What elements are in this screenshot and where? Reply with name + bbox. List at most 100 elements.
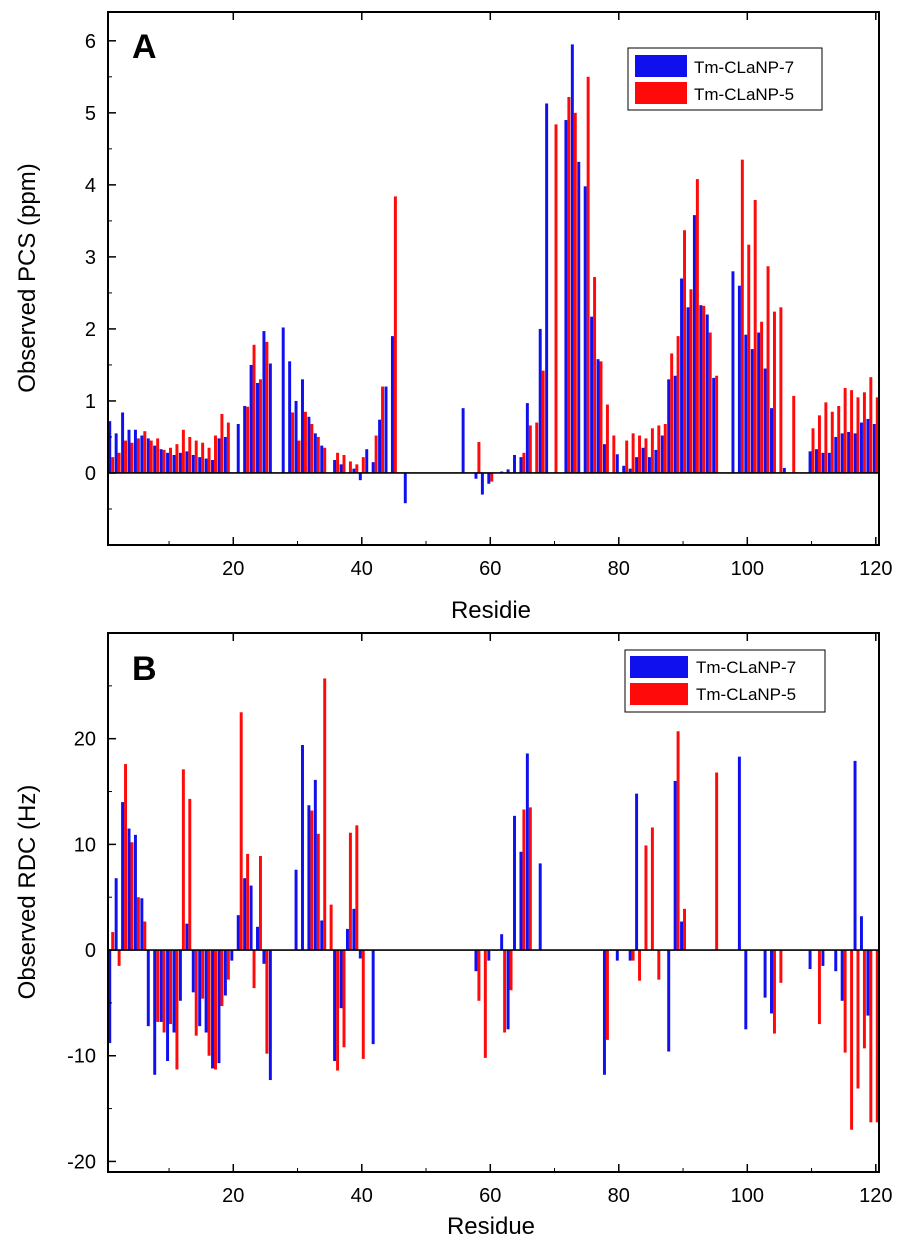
panel-a-axes: 20 40 60 80 100 120 0 1 2 3 4 5 6 [85,11,892,580]
panel-a-bar-tm-clanp-5-res-75 [586,76,590,473]
panel-b-bar-tm-clanp-5-res-22 [246,853,250,951]
panel-b-bar-tm-clanp-7-res-83 [635,793,639,951]
panel-a-legend-swatch-tm-clanp-5 [635,82,687,104]
panel-a-bar-tm-clanp-7-res-106 [782,467,786,473]
panel-a-bar-tm-clanp-7-res-32 [307,416,311,473]
panel-b-bar-tm-clanp-7-res-65 [519,851,523,951]
panel-b-bar-tm-clanp-7-res-33 [313,779,317,951]
panel-a-bar-tm-clanp-7-res-82 [628,468,632,473]
panel-a-bar-tm-clanp-5-res-115 [843,387,847,473]
panel-b-bar-tm-clanp-5-res-3 [124,764,128,951]
panel-a-bar-tm-clanp-5-res-8 [156,438,160,473]
panel-b-bar-tm-clanp-5-res-82 [631,950,635,961]
panel-b-bar-tm-clanp-7-res-64 [513,815,516,951]
panel-a-bar-tm-clanp-7-res-98 [731,271,735,473]
panel-a-bar-tm-clanp-5-res-73 [573,112,577,473]
panel-a-bar-tm-clanp-7-res-9 [159,449,163,473]
panel-b-bar-tm-clanp-7-res-99 [737,756,741,951]
panel-a-bar-tm-clanp-5-res-81 [625,440,629,473]
panel-b-bar-tm-clanp-5-res-24 [258,856,262,951]
panel-b-bar-tm-clanp-7-res-5 [133,834,137,951]
panel-b-bar-tm-clanp-7-res-2 [114,878,118,951]
panel-a-bar-tm-clanp-7-res-6 [140,435,144,473]
panel-a-bar-tm-clanp-5-res-85 [650,428,654,473]
panel-a-legend-label-tm-clanp-7: Tm-CLaNP-7 [694,58,794,77]
panel-b-bar-tm-clanp-7-res-8 [153,950,157,1075]
panel-a-bar-tm-clanp-5-res-12 [181,429,185,473]
panel-b-bar-tm-clanp-5-res-36 [336,950,340,1071]
panel-a-bar-tm-clanp-5-res-110 [811,428,815,473]
panel-a-series-tm-clanp-5-bars [111,76,879,482]
panel-a-bar-tm-clanp-7-res-58 [474,472,478,479]
panel-b-bar-tm-clanp-7-res-119 [866,950,870,1016]
panel-a-bar-tm-clanp-7-res-63 [506,469,510,473]
panel-a-bar-tm-clanp-5-res-76 [593,277,597,473]
panel-a-bar-tm-clanp-7-res-81 [622,465,626,473]
panel-a-bar-tm-clanp-5-res-119 [869,377,873,473]
panel-b-bar-tm-clanp-5-res-86 [657,950,661,980]
panel-a-bar-tm-clanp-7-res-5 [133,429,137,473]
panel-a-bar-tm-clanp-7-res-42 [371,462,375,473]
panel-a-bar-tm-clanp-5-res-42 [374,435,378,473]
panel-a-bar-tm-clanp-5-res-86 [657,425,661,473]
panel-a-bar-tm-clanp-5-res-79 [612,435,616,473]
panel-b-x-tick-label-60: 60 [479,1185,501,1207]
panel-a-bar-tm-clanp-7-res-68 [538,328,542,473]
panel-b-plot-frame [107,632,880,1173]
panel-b-bar-tm-clanp-5-res-118 [862,950,866,1049]
panel-a-bar-tm-clanp-5-res-5 [136,438,140,473]
panel-a-bar-tm-clanp-7-res-36 [333,460,337,473]
panel-b-rdc-chart: 20 40 60 80 100 120 -20 -10 0 10 20 B Tm-CLaNP-7 T… [14,632,892,1240]
panel-a-bar-tm-clanp-5-res-102 [760,321,764,473]
panel-b-bar-tm-clanp-5-res-40 [361,950,365,1059]
panel-a-y-tick-label-4: 4 [85,175,96,197]
panel-a-bar-tm-clanp-5-res-116 [850,390,854,473]
panel-a-bar-tm-clanp-5-res-4 [130,442,134,473]
panel-b-bar-tm-clanp-7-res-114 [834,950,838,972]
panel-a-bar-tm-clanp-5-res-10 [169,447,172,473]
panel-b-legend-swatch-tm-clanp-5 [630,683,688,705]
panel-b-axes: 20 40 60 80 100 120 -20 -10 0 10 20 [67,632,892,1207]
panel-b-bar-tm-clanp-7-res-17 [211,950,215,1069]
panel-b-bar-tm-clanp-5-res-66 [528,807,532,951]
panel-a-bar-tm-clanp-5-res-78 [605,404,609,473]
panel-b-bar-tm-clanp-7-res-24 [256,926,259,951]
panel-a-bar-tm-clanp-5-res-68 [541,370,545,473]
panel-a-bar-tm-clanp-7-res-76 [590,316,594,473]
panel-a-bar-tm-clanp-7-res-39 [352,468,356,473]
panel-b-legend-swatch-tm-clanp-7 [630,656,688,678]
panel-a-bar-tm-clanp-5-res-36 [336,452,340,473]
panel-a-bar-tm-clanp-7-res-66 [525,403,529,473]
panel-a-bar-tm-clanp-7-res-87 [660,435,664,473]
panel-a-bar-tm-clanp-5-res-7 [149,440,153,473]
panel-b-bar-tm-clanp-7-res-112 [821,950,825,966]
panel-b-bar-tm-clanp-7-res-25 [262,950,266,964]
panel-b-bar-tm-clanp-7-res-18 [217,950,221,1064]
panel-a-y-tick-label-2: 2 [85,319,96,341]
panel-b-bar-tm-clanp-7-res-80 [615,950,619,961]
panel-a-bar-tm-clanp-5-res-65 [522,452,526,473]
panel-a-bar-tm-clanp-5-res-40 [361,457,365,473]
panel-b-bar-tm-clanp-5-res-15 [201,950,205,999]
panel-a-bar-tm-clanp-5-res-112 [824,402,828,473]
panel-a-bar-tm-clanp-5-res-83 [638,435,642,473]
panel-a-bar-tm-clanp-5-res-103 [766,266,770,473]
panel-b-bar-tm-clanp-7-res-3 [121,802,125,951]
panel-a-bar-tm-clanp-7-res-74 [577,161,581,473]
panel-b-x-tick-label-40: 40 [351,1185,373,1207]
panel-b-bar-tm-clanp-7-res-68 [538,863,542,951]
panel-b-bar-tm-clanp-7-res-11 [172,950,176,1033]
panel-b-y-tick-label-20: 20 [74,729,96,751]
panel-a-bar-tm-clanp-5-res-118 [862,392,866,473]
panel-b-bar-tm-clanp-5-res-6 [143,921,147,951]
panel-a-bar-tm-clanp-7-res-114 [834,436,838,473]
panel-a-bar-tm-clanp-7-res-13 [185,451,189,473]
panel-a-bar-tm-clanp-7-res-95 [712,377,716,473]
panel-a-bar-tm-clanp-5-res-30 [297,440,301,473]
panel-b-bar-tm-clanp-7-res-66 [525,753,529,951]
panel-a-bar-tm-clanp-7-res-72 [564,120,568,473]
panel-b-bar-tm-clanp-7-res-23 [249,885,253,951]
panel-b-bar-tm-clanp-5-res-13 [188,798,192,951]
panel-b-bar-tm-clanp-5-res-38 [348,832,352,951]
panel-b-bar-tm-clanp-7-res-32 [307,805,311,951]
